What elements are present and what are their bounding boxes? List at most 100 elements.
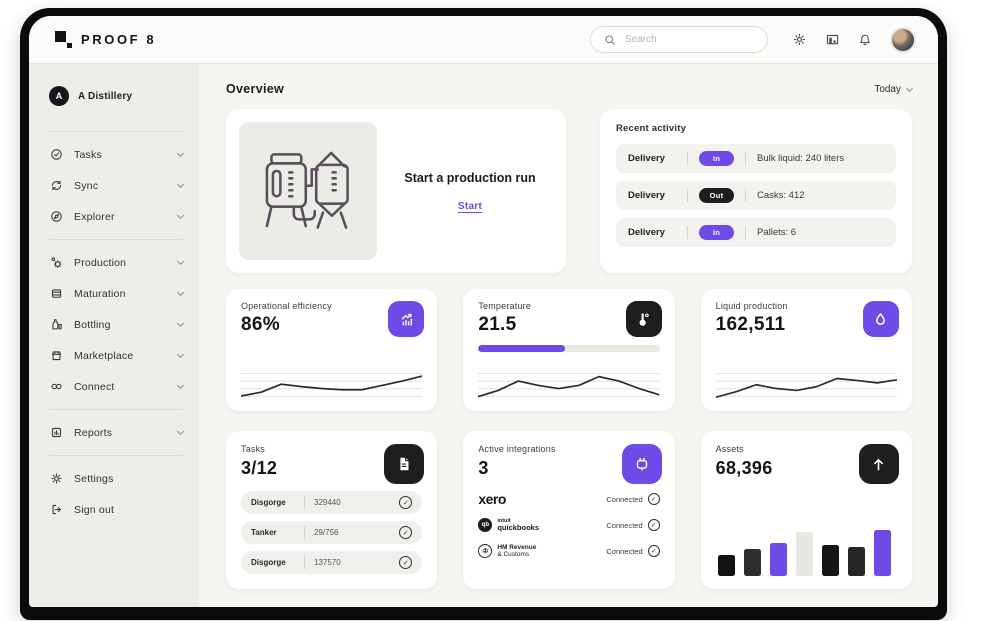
- integration-row[interactable]: ♔ HM Revenue & Customs Connected ✓: [478, 544, 660, 559]
- document-icon[interactable]: [384, 444, 425, 484]
- integration-status: Connected ✓: [606, 519, 660, 532]
- integration-row[interactable]: qb intuit quickbooks Connected ✓: [478, 518, 660, 533]
- sidebar-item-settings[interactable]: Settings: [49, 463, 183, 494]
- sidebar-item-connect[interactable]: Connect: [49, 371, 185, 402]
- assets-card: Assets 68,396: [700, 431, 912, 589]
- chevron-down-icon: [905, 84, 914, 92]
- compass-icon: [49, 210, 63, 223]
- app-window: PROOF 8: [20, 8, 947, 620]
- sidebar-item-explorer[interactable]: Explorer: [49, 201, 185, 232]
- chevron-down-icon: [176, 381, 185, 389]
- integration-row[interactable]: xero Connected ✓: [478, 491, 660, 507]
- top-bar: PROOF 8: [29, 16, 938, 64]
- app-screen: PROOF 8: [29, 16, 938, 607]
- direction-badge: Out: [699, 188, 734, 203]
- check-circle-icon: ✓: [647, 519, 660, 532]
- search-icon: [602, 32, 618, 48]
- search-input[interactable]: [625, 34, 735, 45]
- task-row[interactable]: Tanker 29/756 ✓: [241, 521, 423, 544]
- production-run-title: Start a production run: [404, 170, 536, 185]
- sidebar-item-tasks[interactable]: Tasks: [49, 139, 185, 170]
- sidebar-item-production[interactable]: Production: [49, 247, 185, 278]
- sidebar-divider: [49, 131, 183, 132]
- cask-icon: [49, 287, 63, 300]
- tasks-count: 3/12: [241, 458, 278, 478]
- task-row[interactable]: Disgorge 137570 ✓: [241, 551, 423, 574]
- xero-logo: xero: [478, 491, 506, 507]
- chevron-down-icon: [176, 180, 185, 188]
- temperature-progress: [478, 345, 660, 352]
- gear-icon[interactable]: [791, 32, 807, 48]
- sidebar-item-sync[interactable]: Sync: [49, 170, 185, 201]
- asset-bar: [717, 554, 735, 576]
- workspace-switcher[interactable]: A A Distillery: [49, 86, 183, 106]
- search-box[interactable]: [590, 26, 768, 53]
- direction-badge: In: [699, 151, 734, 166]
- top-bar-actions: [590, 26, 916, 53]
- thermometer-icon[interactable]: [625, 301, 662, 337]
- sign-out-icon: [49, 503, 63, 516]
- efficiency-sparkline: [241, 367, 422, 401]
- arrow-up-icon[interactable]: [858, 444, 899, 484]
- organization-icon[interactable]: [824, 32, 840, 48]
- workspace-avatar: A: [49, 86, 69, 106]
- recent-activity-card: Recent activity Delivery In Bulk liquid:…: [600, 109, 912, 273]
- quickbooks-logo-icon: qb: [478, 518, 493, 533]
- asset-bar: [743, 549, 761, 576]
- check-circle-icon[interactable]: ✓: [399, 526, 413, 539]
- liquid-sparkline: [716, 367, 897, 401]
- divider: [304, 556, 305, 569]
- gear-icon: [49, 472, 63, 485]
- sidebar-item-maturation[interactable]: Maturation: [49, 278, 185, 309]
- divider: [304, 496, 305, 509]
- assets-bar-chart: [716, 512, 897, 576]
- temperature-card: Temperature 21.5: [463, 289, 675, 411]
- sidebar-item-reports[interactable]: Reports: [49, 417, 185, 448]
- sidebar-divider: [49, 239, 183, 240]
- main-content: Overview Today: [199, 64, 938, 607]
- asset-bar: [873, 529, 891, 576]
- link-icon: [49, 380, 63, 393]
- bottle-icon: [49, 318, 63, 331]
- chevron-down-icon: [176, 257, 185, 265]
- divider: [745, 226, 746, 239]
- avatar[interactable]: [890, 26, 916, 53]
- asset-bar: [847, 547, 865, 576]
- integration-plug-icon[interactable]: [621, 444, 662, 484]
- droplet-icon[interactable]: [862, 301, 899, 337]
- check-circle-icon[interactable]: ✓: [399, 556, 413, 569]
- brand-logo-icon: [55, 31, 72, 48]
- asset-bar: [769, 542, 787, 576]
- efficiency-value: 86%: [241, 314, 280, 335]
- activity-row[interactable]: Delivery Out Casks: 412: [616, 181, 896, 210]
- sidebar-divider: [49, 409, 183, 410]
- sidebar-item-bottling[interactable]: Bottling: [49, 309, 185, 340]
- liquid-production-card: Liquid production 162,511: [700, 289, 912, 411]
- check-circle-icon: ✓: [647, 493, 660, 505]
- sidebar-item-sign-out[interactable]: Sign out: [49, 494, 183, 525]
- sidebar-item-marketplace[interactable]: Marketplace: [49, 340, 185, 371]
- activity-row[interactable]: Delivery In Pallets: 6: [616, 218, 896, 247]
- bell-icon[interactable]: [857, 32, 873, 48]
- quickbooks-logo: qb intuit quickbooks: [478, 518, 539, 533]
- activity-row[interactable]: Delivery In Bulk liquid: 240 liters: [616, 144, 896, 173]
- operational-efficiency-card: Operational efficiency 86%: [226, 289, 438, 411]
- assets-count: 68,396: [715, 458, 773, 478]
- tasks-card: Tasks 3/12 Disgorge 329440 ✓: [226, 431, 438, 589]
- date-filter-dropdown[interactable]: Today: [874, 84, 914, 95]
- chevron-down-icon: [176, 319, 185, 327]
- chevron-down-icon: [176, 350, 185, 358]
- asset-bar: [795, 531, 813, 576]
- task-row[interactable]: Disgorge 329440 ✓: [241, 491, 423, 514]
- production-run-card: Start a production run Start: [226, 109, 566, 273]
- sidebar-divider: [49, 455, 183, 456]
- start-production-link[interactable]: Start: [457, 200, 483, 212]
- brand-logo[interactable]: PROOF 8: [55, 31, 156, 48]
- recent-activity-title: Recent activity: [616, 123, 687, 134]
- divider: [687, 152, 688, 165]
- trend-chart-icon[interactable]: [388, 301, 425, 337]
- hmrc-crown-icon: ♔: [478, 544, 493, 559]
- integration-status: Connected ✓: [606, 493, 660, 505]
- check-circle-icon: [49, 148, 63, 161]
- check-circle-icon[interactable]: ✓: [399, 496, 413, 509]
